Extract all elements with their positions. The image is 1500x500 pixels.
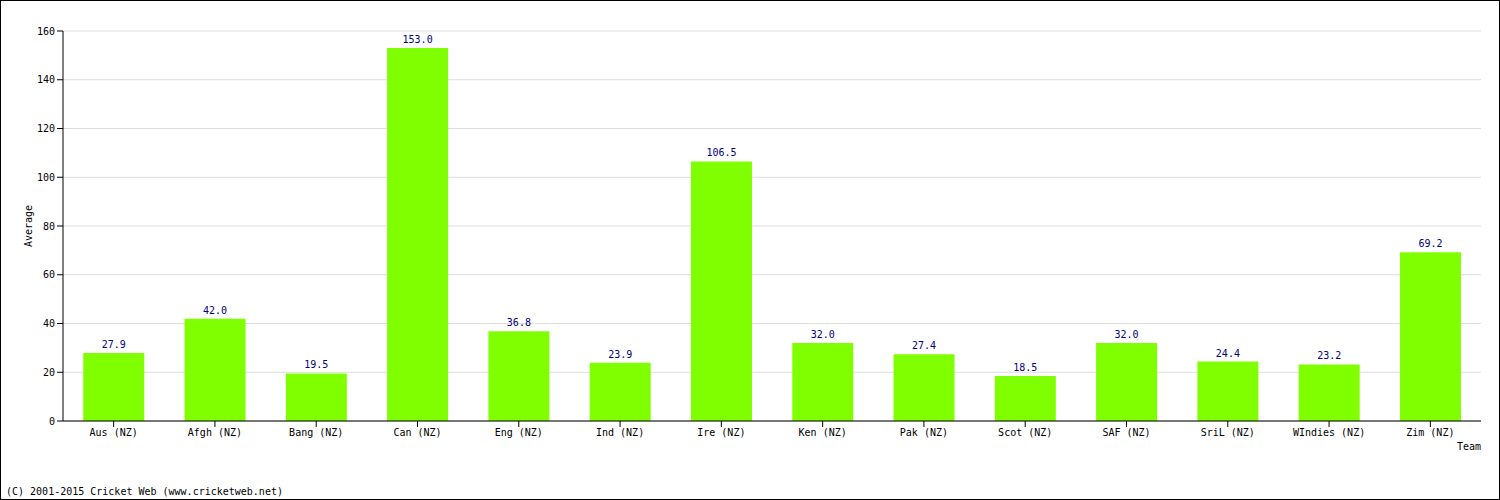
svg-text:153.0: 153.0	[403, 34, 433, 45]
html-text:Average: Average	[23, 204, 34, 247]
html-text:(C) 2001-2015 Cricket Web (www: (C) 2001-2015 Cricket Web (www.cricketwe…	[6, 486, 283, 497]
svg-text:24.4: 24.4	[1216, 348, 1240, 359]
svg-text:WIndies (NZ): WIndies (NZ)	[1293, 427, 1365, 438]
svg-text:36.8: 36.8	[507, 317, 531, 328]
svg-text:60: 60	[43, 269, 55, 280]
svg-text:Zim (NZ): Zim (NZ)	[1406, 427, 1454, 438]
svg-text:69.2: 69.2	[1418, 238, 1442, 249]
svg-text:23.9: 23.9	[608, 349, 632, 360]
svg-text:Afgh (NZ): Afgh (NZ)	[188, 427, 242, 438]
html-text:Team: Team	[1456, 441, 1481, 452]
svg-text:Scot (NZ): Scot (NZ)	[998, 427, 1052, 438]
svg-text:27.9: 27.9	[102, 339, 126, 350]
svg-text:Pak (NZ): Pak (NZ)	[900, 427, 948, 438]
svg-text:Can (NZ): Can (NZ)	[393, 427, 441, 438]
svg-text:Ken (NZ): Ken (NZ)	[799, 427, 847, 438]
svg-text:SriL (NZ): SriL (NZ)	[1201, 427, 1255, 438]
svg-text:106.5: 106.5	[706, 147, 736, 158]
svg-text:140: 140	[37, 74, 55, 85]
svg-text:Bang (NZ): Bang (NZ)	[289, 427, 343, 438]
svg-text:23.2: 23.2	[1317, 350, 1341, 361]
svg-text:Ind (NZ): Ind (NZ)	[596, 427, 644, 438]
svg-text:100: 100	[37, 172, 55, 183]
svg-text:80: 80	[43, 221, 55, 232]
svg-text:160: 160	[37, 26, 55, 37]
svg-text:32.0: 32.0	[1115, 329, 1139, 340]
svg-text:27.4: 27.4	[912, 340, 936, 351]
svg-text:20: 20	[43, 367, 55, 378]
svg-text:Eng (NZ): Eng (NZ)	[495, 427, 543, 438]
svg-text:42.0: 42.0	[203, 305, 227, 316]
svg-text:19.5: 19.5	[304, 359, 328, 370]
svg-text:Aus (NZ): Aus (NZ)	[90, 427, 138, 438]
svg-text:Ire (NZ): Ire (NZ)	[697, 427, 745, 438]
svg-text:120: 120	[37, 123, 55, 134]
svg-text:40: 40	[43, 318, 55, 329]
svg-text:32.0: 32.0	[811, 329, 835, 340]
svg-text:18.5: 18.5	[1013, 362, 1037, 373]
svg-text:SAF (NZ): SAF (NZ)	[1102, 427, 1150, 438]
svg-text:0: 0	[49, 416, 55, 427]
